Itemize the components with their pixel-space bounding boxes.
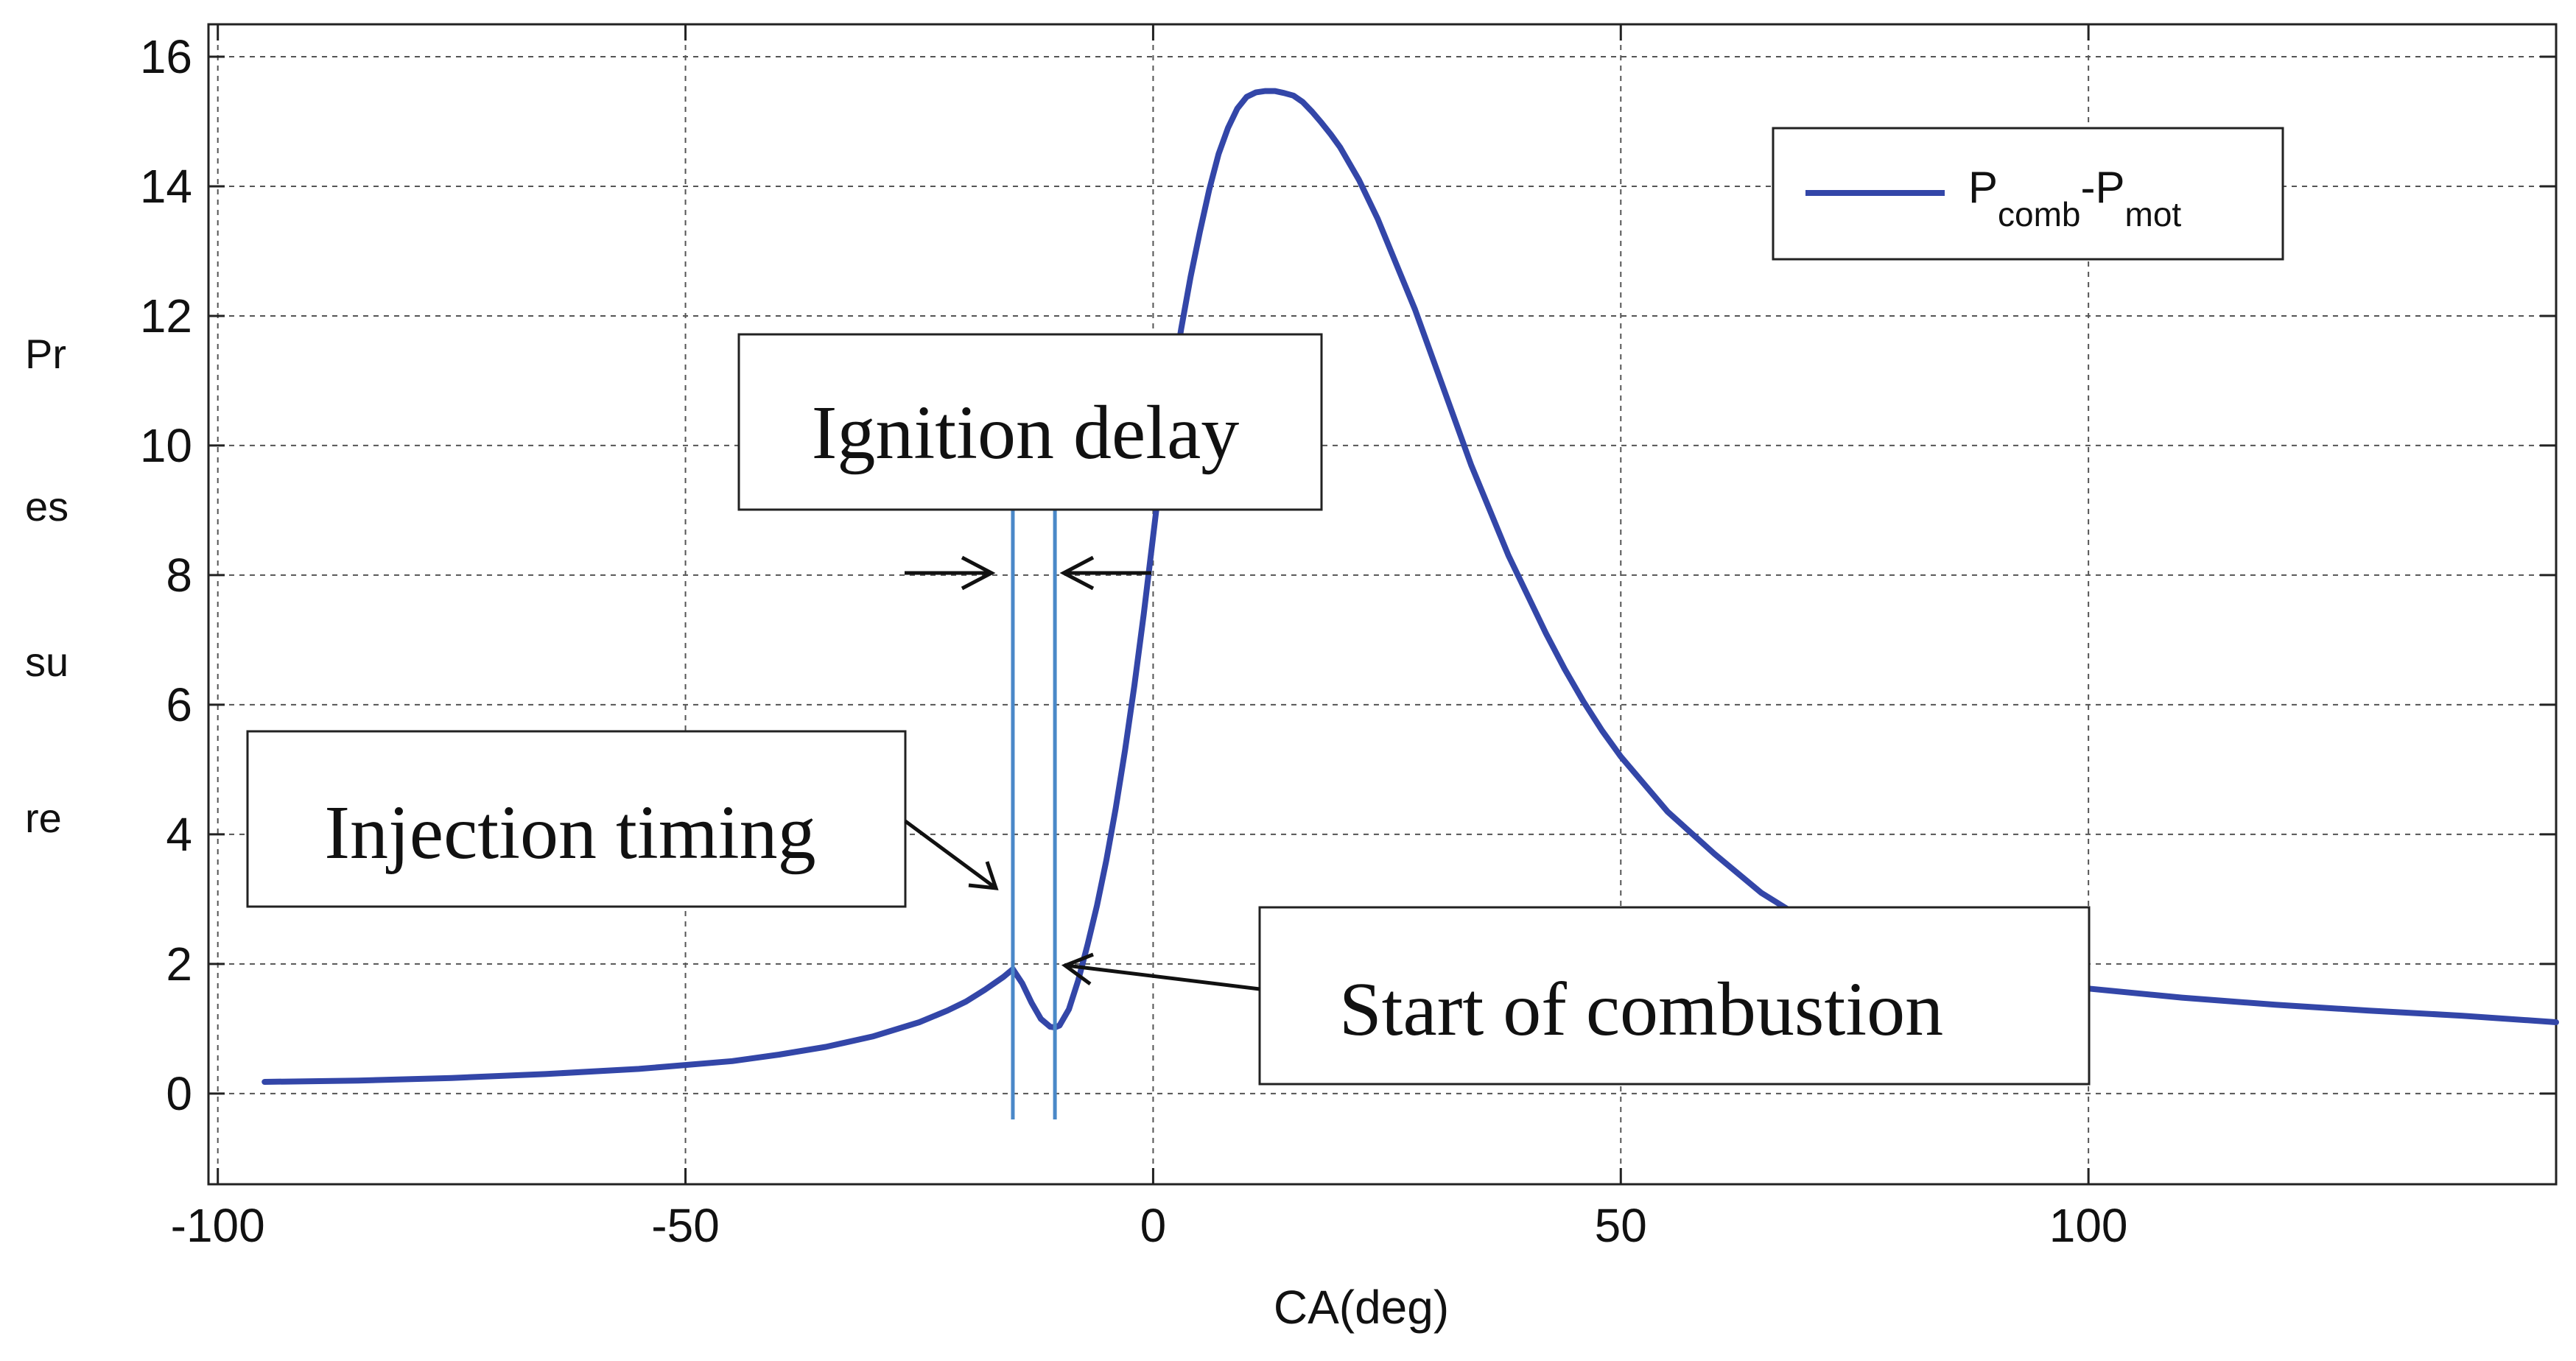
legend-label: Pcomb-Pmot: [1968, 163, 2181, 233]
y-tick-label: 6: [166, 678, 192, 731]
y-axis-label-part: su: [25, 639, 69, 685]
y-axis-label-part: re: [25, 795, 62, 841]
x-tick-label: -100: [171, 1199, 265, 1252]
annotation-start-of-combustion: Start of combustion: [1061, 906, 2091, 1086]
arrow-right-head: [961, 555, 996, 591]
legend-label-p2: P: [2096, 163, 2125, 212]
y-tick-label: 14: [140, 160, 192, 213]
y-axis-label: Pr es su re: [25, 331, 69, 841]
annotation-start-of-combustion-text: Start of combustion: [1339, 967, 1943, 1052]
series: [262, 88, 2559, 1085]
legend-label-p1: P: [1968, 163, 1998, 212]
annotation-ignition-delay-text: Ignition delay: [812, 390, 1240, 475]
arrow-left-head: [1059, 555, 1095, 591]
injection-arrow-head: [968, 861, 999, 890]
x-tick-label: -50: [651, 1199, 720, 1252]
y-axis-label-part: es: [25, 483, 69, 530]
y-tick-label: 8: [166, 549, 192, 602]
injection-arrow-shaft: [904, 819, 997, 890]
x-tick-label: 0: [1140, 1199, 1167, 1252]
y-tick-label: 16: [140, 30, 192, 83]
y-tick-label: 2: [166, 938, 192, 991]
marker-lines: [1011, 477, 1057, 1120]
combustion-arrow-shaft: [1066, 963, 1260, 991]
legend-label-sep: -: [2081, 163, 2096, 212]
ignition-delay-arrows: [905, 555, 1151, 591]
y-tick-label: 10: [140, 419, 192, 472]
plot-frame: [207, 23, 2558, 1186]
annotation-injection-timing-text: Injection timing: [324, 790, 815, 875]
annotation-injection-timing: Injection timing: [246, 730, 999, 908]
x-axis-label: CA(deg): [1274, 1281, 1449, 1334]
axes: -100 -50 0 50 100 0 2 4 6 8 10 12 14 16: [140, 23, 2558, 1252]
x-tick-label: 100: [2049, 1199, 2128, 1252]
combustion-arrow-head: [1061, 952, 1094, 986]
legend-label-sub1: comb: [1998, 195, 2080, 233]
y-axis-label-part: Pr: [25, 331, 66, 377]
x-tick-label: 50: [1595, 1199, 1647, 1252]
annotation-ignition-delay: Ignition delay: [737, 333, 1323, 511]
annotation-start-of-combustion-box: [1258, 906, 2091, 1086]
y-tick-label: 4: [166, 808, 192, 861]
annotation-ignition-delay-box: [737, 333, 1323, 511]
series-line: [262, 88, 2559, 1085]
legend-label-sub2: mot: [2125, 195, 2182, 233]
y-tick-label: 12: [140, 289, 192, 342]
legend: Pcomb-Pmot: [1772, 127, 2284, 261]
annotation-injection-timing-box: [246, 730, 907, 908]
grid: [208, 24, 2556, 1184]
y-tick-label: 0: [166, 1067, 192, 1120]
